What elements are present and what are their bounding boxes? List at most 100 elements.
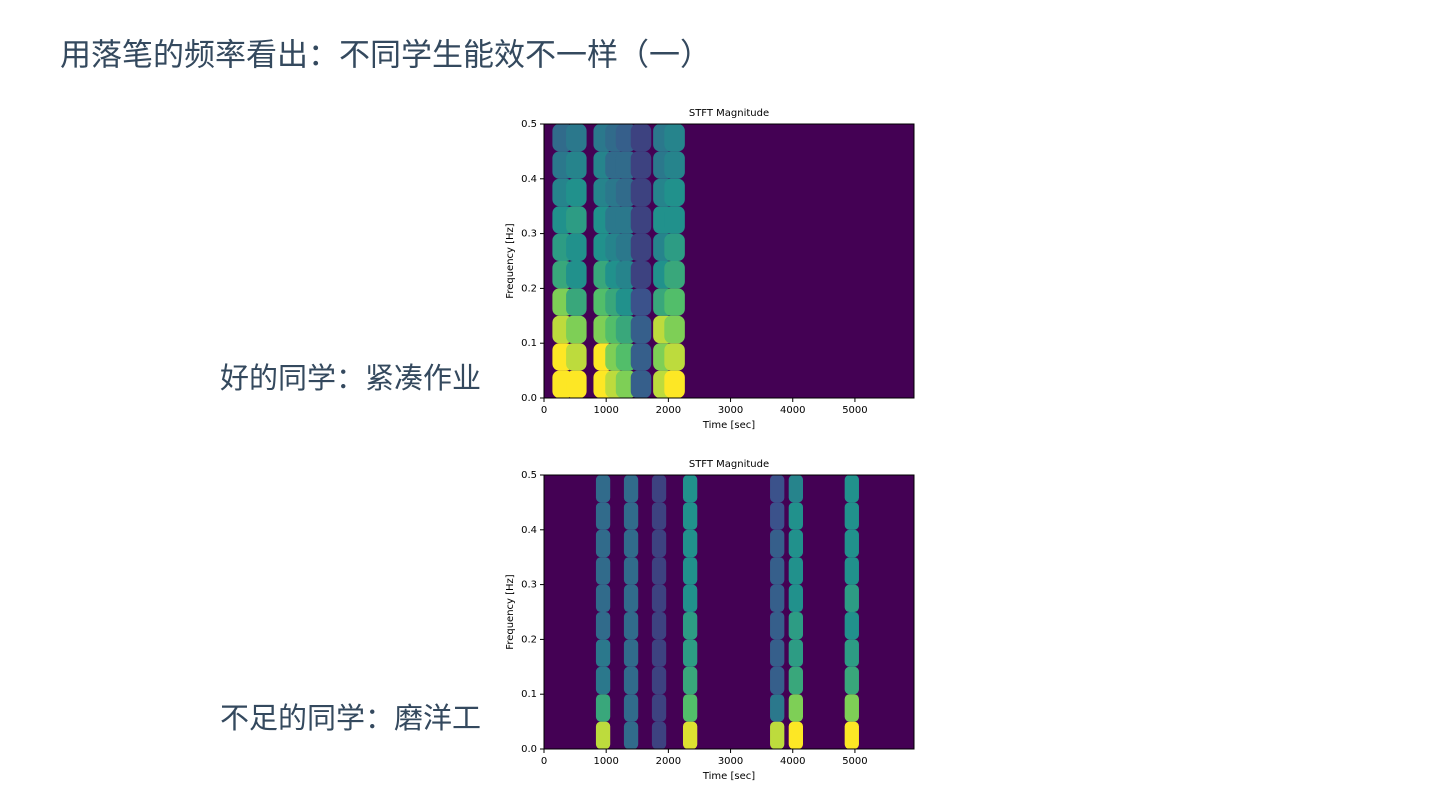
heatmap-cell bbox=[844, 557, 859, 585]
x-tick-label: 3000 bbox=[718, 756, 743, 767]
heatmap-cell bbox=[566, 370, 587, 398]
heatmap-cell bbox=[623, 639, 639, 667]
heatmap-cell bbox=[566, 178, 587, 207]
heatmap-cell bbox=[651, 502, 667, 530]
caption: 不足的同学：磨洋工 bbox=[220, 701, 481, 735]
heatmap-cell bbox=[664, 370, 685, 398]
heatmap-cell bbox=[595, 612, 611, 640]
heatmap-cell bbox=[630, 315, 652, 344]
heatmap-cell bbox=[682, 475, 698, 503]
chart-title: STFT Magnitude bbox=[689, 108, 769, 119]
heatmap-cell bbox=[595, 666, 611, 695]
y-tick-label: 0.1 bbox=[521, 338, 537, 349]
heatmap-cell bbox=[788, 529, 803, 558]
heatmap-cell bbox=[770, 557, 785, 585]
heatmap-cell bbox=[844, 529, 859, 558]
y-tick-label: 0.0 bbox=[521, 393, 537, 404]
heatmap-cell bbox=[566, 261, 587, 289]
heatmap-cell bbox=[651, 584, 667, 612]
heatmap-cell bbox=[623, 584, 639, 612]
heatmap-cell bbox=[566, 233, 587, 261]
heatmap-cell bbox=[682, 694, 698, 722]
heatmap-cell bbox=[682, 557, 698, 585]
heatmap-cell bbox=[623, 502, 639, 530]
heatmap-cell bbox=[844, 721, 859, 749]
heatmap-cell bbox=[844, 694, 859, 722]
heatmap-cell bbox=[664, 151, 685, 179]
heatmap-cell bbox=[623, 475, 639, 503]
heatmap-cell bbox=[788, 639, 803, 667]
heatmap-cell bbox=[682, 612, 698, 640]
x-axis-label: Time [sec] bbox=[702, 771, 755, 782]
heatmap-cell bbox=[651, 529, 667, 558]
heatmap-cell bbox=[770, 639, 785, 667]
heatmap-cell bbox=[770, 529, 785, 558]
x-tick-label: 5000 bbox=[842, 405, 867, 416]
heatmap-cell bbox=[595, 529, 611, 558]
heatmap-cell bbox=[566, 315, 587, 344]
y-tick-label: 0.3 bbox=[521, 580, 537, 591]
heatmap-cell bbox=[682, 721, 698, 749]
x-tick-label: 3000 bbox=[718, 405, 743, 416]
heatmap-cell bbox=[664, 343, 685, 371]
x-tick-label: 4000 bbox=[780, 756, 805, 767]
heatmap-cell bbox=[788, 666, 803, 695]
heatmap-cell bbox=[844, 666, 859, 695]
heatmap-cell bbox=[788, 721, 803, 749]
chart-title: STFT Magnitude bbox=[689, 459, 769, 470]
heatmap-cell bbox=[595, 502, 611, 530]
heatmap-cell bbox=[788, 557, 803, 585]
y-tick-label: 0.5 bbox=[521, 470, 537, 481]
y-tick-label: 0.4 bbox=[521, 525, 537, 536]
heatmap-cell bbox=[623, 557, 639, 585]
heatmap-cell bbox=[623, 666, 639, 695]
heatmap-cell bbox=[630, 124, 652, 152]
heatmap-cell bbox=[623, 529, 639, 558]
x-tick-label: 0 bbox=[541, 405, 547, 416]
heatmap-cell bbox=[770, 612, 785, 640]
heatmap-cell bbox=[595, 584, 611, 612]
heatmap-cell bbox=[788, 475, 803, 503]
heatmap-cell bbox=[623, 694, 639, 722]
y-axis-label: Frequency [Hz] bbox=[505, 574, 516, 650]
heatmap-cell bbox=[630, 370, 652, 398]
heatmap-cell bbox=[844, 584, 859, 612]
heatmap-cell bbox=[770, 694, 785, 722]
heatmap-cell bbox=[630, 206, 652, 234]
heatmap-cell bbox=[682, 529, 698, 558]
heatmap-cell bbox=[664, 261, 685, 289]
heatmap-cell bbox=[664, 288, 685, 316]
heatmap-cell bbox=[651, 666, 667, 695]
heatmap-cell bbox=[788, 612, 803, 640]
heatmap-cell bbox=[788, 584, 803, 612]
y-tick-label: 0.2 bbox=[521, 634, 537, 645]
heatmap-cell bbox=[566, 343, 587, 371]
y-tick-label: 0.2 bbox=[521, 283, 537, 294]
heatmap-cell bbox=[623, 721, 639, 749]
heatmap-cell bbox=[770, 666, 785, 695]
x-tick-label: 4000 bbox=[780, 405, 805, 416]
x-tick-label: 5000 bbox=[842, 756, 867, 767]
y-tick-label: 0.5 bbox=[521, 119, 537, 130]
heatmap-cell bbox=[630, 288, 652, 316]
heatmap-cell bbox=[788, 502, 803, 530]
heatmap-cell bbox=[595, 475, 611, 503]
heatmap-cell bbox=[651, 557, 667, 585]
heatmap-cell bbox=[682, 666, 698, 695]
heatmap-cell bbox=[770, 502, 785, 530]
x-axis-label: Time [sec] bbox=[702, 420, 755, 431]
heatmap-cell bbox=[651, 612, 667, 640]
heatmap-cell bbox=[651, 694, 667, 722]
y-axis-label: Frequency [Hz] bbox=[505, 223, 516, 299]
heatmap-cell bbox=[595, 694, 611, 722]
y-tick-label: 0.4 bbox=[521, 174, 537, 185]
heatmap-cell bbox=[651, 475, 667, 503]
heatmap-cell bbox=[623, 612, 639, 640]
heatmap-cell bbox=[844, 502, 859, 530]
x-tick-label: 1000 bbox=[593, 756, 618, 767]
heatmap-cell bbox=[844, 612, 859, 640]
y-tick-label: 0.3 bbox=[521, 229, 537, 240]
heatmap-cell bbox=[566, 288, 587, 316]
heatmap-cell bbox=[630, 343, 652, 371]
